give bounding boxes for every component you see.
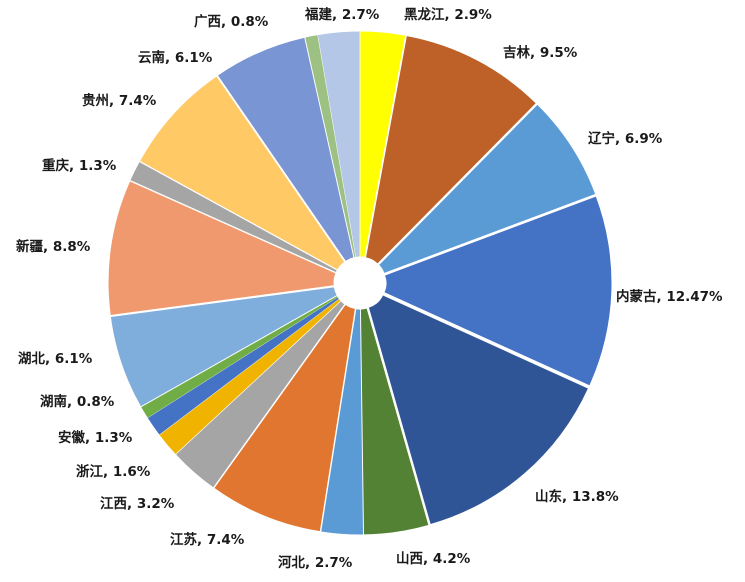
pie-slice-6	[360, 308, 429, 535]
slice-label-1: 黑龙江, 2.9%	[404, 6, 492, 23]
pie-slice-10	[159, 299, 341, 454]
slice-label-2: 吉林, 9.5%	[503, 44, 578, 61]
pie-slices	[108, 31, 612, 535]
pie-slice-7	[321, 309, 364, 535]
pie-slice-8	[214, 305, 355, 532]
pie-slice-18	[305, 35, 356, 258]
slice-label-10: 浙江, 1.6%	[76, 463, 151, 480]
slice-label-19: 福建, 2.7%	[304, 6, 380, 23]
slice-label-15: 重庆, 1.3%	[42, 157, 117, 174]
pie-slice-11	[147, 297, 339, 435]
pie-slice-16	[140, 76, 345, 270]
pie-slice-14	[108, 181, 336, 315]
pie-slice-9	[176, 301, 345, 488]
pie-slice-19	[317, 31, 360, 257]
pie-slice-1	[360, 31, 406, 257]
slice-label-6: 山西, 4.2%	[396, 551, 471, 567]
slice-label-5: 山东, 13.8%	[535, 488, 619, 505]
slice-label-17: 云南, 6.1%	[138, 49, 213, 66]
slice-label-16: 贵州, 7.4%	[82, 92, 157, 109]
slice-label-8: 江苏, 7.4%	[170, 531, 245, 548]
pie-slice-2	[366, 36, 536, 264]
slice-label-4: 内蒙古, 12.47%	[616, 288, 723, 305]
slice-label-18: 广西, 0.8%	[194, 13, 269, 30]
pie-slice-15	[130, 162, 337, 273]
pie-labels: 黑龙江, 2.9% 吉林, 9.5% 辽宁, 6.9% 内蒙古, 12.47% 山东, …	[16, 6, 723, 571]
pie-slice-5	[368, 295, 588, 524]
pie-slice-12	[141, 296, 338, 418]
slice-label-7: 河北, 2.7%	[278, 554, 353, 571]
slice-label-13: 湖北, 6.1%	[18, 351, 93, 367]
slice-label-11: 安徽, 1.3%	[58, 429, 133, 446]
slice-label-12: 湖南, 0.8%	[40, 393, 115, 410]
pie-slice-17	[218, 37, 354, 261]
pie-slice-13	[110, 287, 337, 407]
slice-label-9: 江西, 3.2%	[100, 495, 175, 512]
pie-slice-4	[384, 196, 612, 386]
slice-label-14: 新疆, 8.8%	[16, 238, 91, 255]
slice-label-3: 辽宁, 6.9%	[588, 130, 663, 147]
pie-slice-3	[379, 104, 596, 273]
